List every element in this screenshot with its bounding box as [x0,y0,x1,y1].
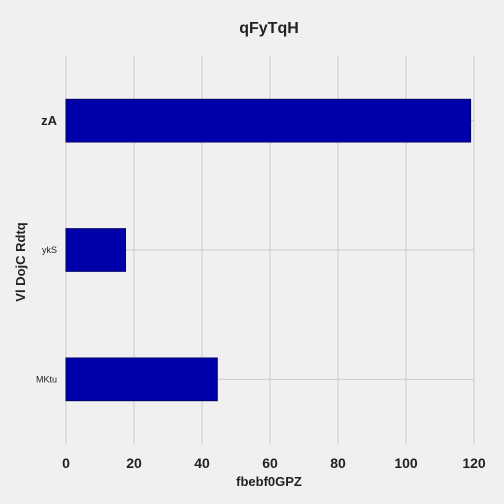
x-axis-label: fbebf0GPZ [236,474,302,489]
x-tick-label: 120 [462,455,486,471]
y-tick-label: ykS [42,245,57,255]
bar-zA [66,99,471,142]
y-tick-label: zA [41,113,58,128]
x-tick-label: 40 [194,455,210,471]
bar-MKtu [66,358,217,401]
y-axis-label: Vl DojC Rdtq [13,222,28,301]
chart-title: qFyTqH [239,20,299,37]
x-tick-label: 100 [394,455,418,471]
x-tick-label: 20 [126,455,142,471]
x-tick-labels: 0 20 40 60 80 100 120 [62,455,486,471]
x-tick-label: 0 [62,455,70,471]
x-tick-label: 60 [262,455,278,471]
x-tick-label: 80 [330,455,346,471]
y-tick-labels: zA ykS MKtu [36,113,58,384]
bar-ykS [66,229,126,272]
y-tick-label: MKtu [36,374,57,384]
